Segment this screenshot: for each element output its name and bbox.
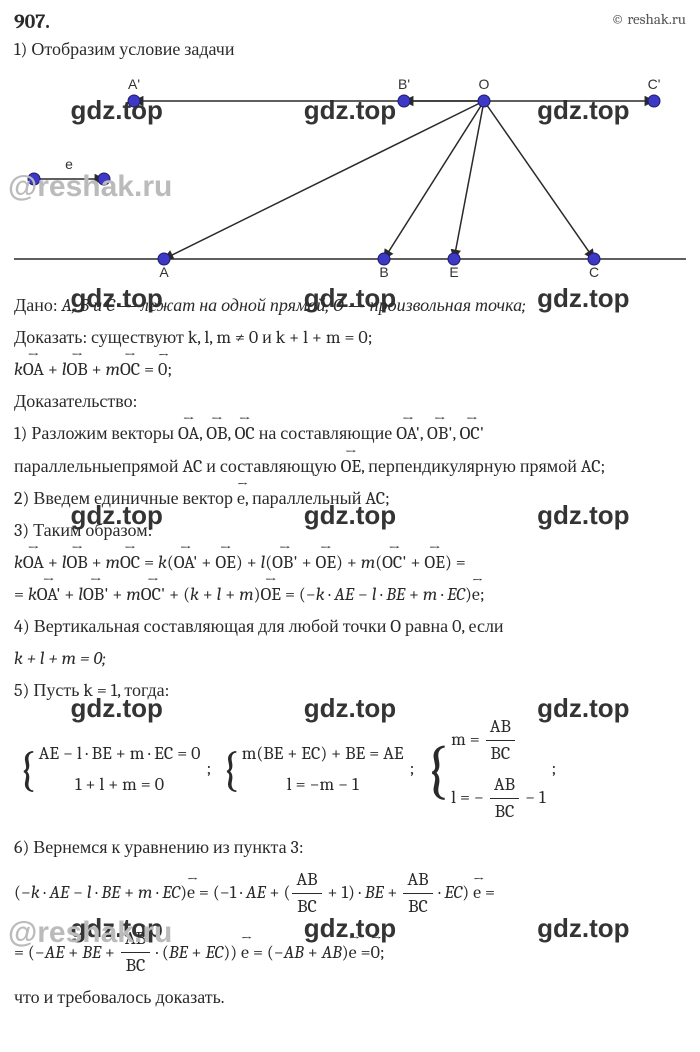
proof-4: 4) Вертикальная составляющая для любой т…: [14, 614, 686, 640]
svg-text:B': B': [398, 76, 410, 92]
svg-text:e: e: [65, 156, 73, 172]
qed: что и требовалось доказать.: [14, 985, 686, 1011]
prove: Доказать: существуют k, l, m ≠ 0 и k + l…: [14, 325, 686, 351]
proof-label: Доказательство:: [14, 389, 686, 415]
svg-text:E: E: [449, 264, 458, 280]
eq-6a: (−k · AE − l · BE + m · EC)e = (−1 · AE …: [14, 867, 686, 920]
proof-2: 2) Введем единичные вектор e, параллельн…: [14, 486, 686, 512]
proof-4b: k + l + m = 0;: [14, 646, 686, 672]
eq-3a: kOA + lOB + mOC = k(OA' + OE) + l(OB' + …: [14, 550, 686, 576]
prove-eq: kOA + lOB + mOC = 0;: [14, 357, 686, 383]
problem-number: 907.: [14, 10, 50, 33]
geometry-diagram: e A' B' O C' A B E C: [14, 69, 686, 289]
svg-text:A: A: [159, 264, 169, 280]
svg-text:O: O: [479, 76, 490, 92]
proof-1b: параллельныепрямой AC и составляющую OE,…: [14, 454, 686, 480]
given-text: A, B и C — лежат на одной прямой, O — пр…: [61, 295, 525, 316]
svg-text:A': A': [128, 76, 140, 92]
step-1: 1) Отобразим условие задачи: [14, 37, 686, 63]
eq-6b: = (−AE + BE + ABBC · (BE + EC)) e = (−AB…: [14, 926, 686, 979]
eq-3b: = kOA' + lOB' + mOC' + (k + l + m)OE = (…: [14, 582, 686, 608]
given: Дано: A, B и C — лежат на одной прямой, …: [14, 293, 686, 319]
proof-3: 3) Таким образом:: [14, 518, 686, 544]
svg-text:C': C': [648, 76, 661, 92]
systems: { AE − l · BE + m · EC = 0 1 + l + m = 0…: [14, 710, 686, 828]
given-label: Дано:: [14, 295, 57, 316]
header: 907. © reshak.ru: [14, 10, 686, 33]
proof-6: 6) Вернемся к уравнению из пункта 3:: [14, 835, 686, 861]
svg-text:C: C: [589, 264, 599, 280]
copyright: © reshak.ru: [611, 10, 686, 28]
proof-5: 5) Пусть k = 1, тогда:: [14, 678, 686, 704]
svg-text:B: B: [379, 264, 388, 280]
